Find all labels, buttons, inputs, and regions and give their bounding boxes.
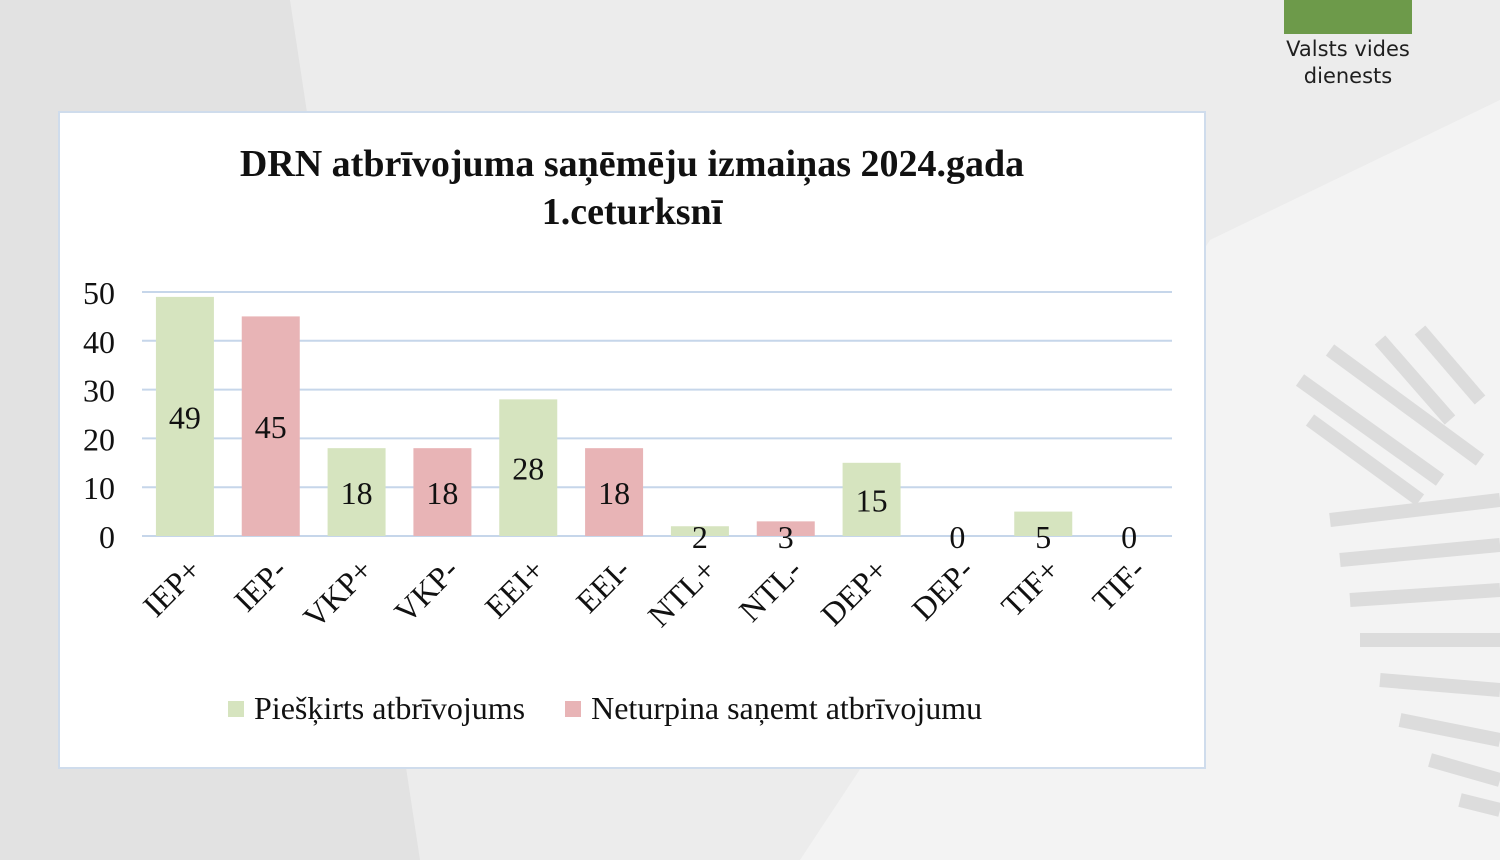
x-tick-label: NTL-	[732, 551, 809, 628]
bar	[413, 448, 472, 536]
x-tick-label: IEP-	[227, 551, 294, 618]
y-tick-label: 30	[83, 373, 115, 409]
brand-pattern-graphic	[1295, 325, 1500, 817]
data-label: 45	[255, 409, 287, 445]
bar	[327, 448, 386, 536]
x-tick-label: DEP-	[905, 551, 981, 627]
data-label: 2	[692, 519, 708, 555]
y-tick-label: 40	[83, 324, 115, 360]
data-label: 18	[341, 475, 373, 511]
y-tick-label: 0	[99, 519, 115, 555]
chart-legend: Piešķirts atbrīvojums Neturpina saņemt a…	[228, 690, 1068, 727]
legend-swatch-discontinued	[565, 700, 582, 717]
bar	[842, 462, 901, 536]
bar	[670, 526, 729, 536]
bar	[499, 399, 558, 536]
data-label: 15	[856, 482, 888, 518]
brand-name-line1: Valsts vides	[1286, 37, 1410, 61]
bar	[756, 521, 815, 536]
bar	[585, 448, 644, 536]
bar	[1014, 511, 1073, 536]
legend-label-granted: Piešķirts atbrīvojums	[254, 690, 526, 726]
x-tick-label: NTL+	[641, 551, 723, 633]
x-tick-label: EEI+	[478, 551, 551, 624]
data-label: 49	[169, 399, 201, 435]
x-tick-label: IEP+	[136, 551, 208, 623]
legend-swatch-granted	[228, 700, 244, 717]
chart-title-text: DRN atbrīvojuma saņēmēju izmaiņas 2024.g…	[239, 143, 1025, 233]
data-label: 28	[512, 451, 544, 487]
legend-item-discontinued: Neturpina saņemt atbrīvojumu	[565, 690, 982, 727]
x-tick-label: VKP-	[387, 551, 465, 629]
brand-color-bar	[1284, 0, 1412, 34]
bar	[241, 316, 300, 536]
brand-logo: Valsts vides dienests	[1270, 0, 1426, 90]
y-tick-label: 50	[83, 275, 115, 311]
x-tick-label: TIF+	[994, 551, 1066, 623]
x-tick-label: DEP+	[814, 551, 895, 632]
y-tick-label: 20	[83, 421, 115, 457]
data-label: 0	[1121, 519, 1137, 555]
bar	[155, 296, 214, 536]
legend-label-discontinued: Neturpina saņemt atbrīvojumu	[591, 690, 983, 726]
data-label: 3	[778, 519, 794, 555]
data-label: 18	[598, 475, 630, 511]
x-tick-label: TIF-	[1085, 551, 1152, 618]
data-label: 0	[949, 519, 965, 555]
legend-item-granted: Piešķirts atbrīvojums	[228, 690, 525, 727]
x-tick-label: VKP+	[296, 551, 379, 634]
y-tick-label: 10	[83, 470, 115, 506]
brand-name-line2: dienests	[1303, 64, 1393, 88]
data-label: 18	[426, 475, 458, 511]
chart-title: DRN atbrīvojuma saņēmēju izmaiņas 2024.g…	[0, 140, 1264, 236]
data-label: 5	[1035, 519, 1051, 555]
x-tick-label: EEI-	[569, 551, 637, 619]
